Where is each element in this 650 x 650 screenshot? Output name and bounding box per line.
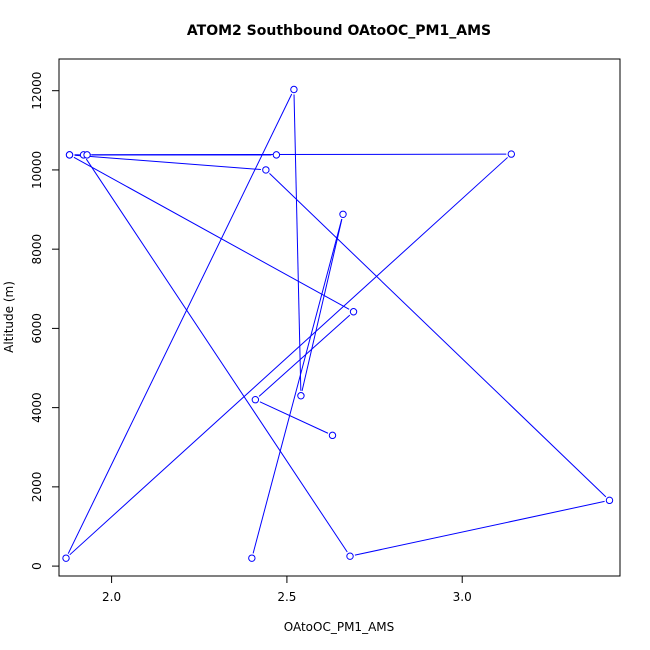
y-axis: 0 2000 4000 6000 8000 10000 12000 bbox=[30, 72, 60, 570]
series-segment bbox=[269, 173, 607, 498]
series-segment bbox=[259, 401, 329, 434]
y-tick-label: 10000 bbox=[30, 151, 44, 189]
series-segment bbox=[293, 94, 302, 391]
data-point bbox=[83, 151, 91, 159]
y-axis-label: Altitude (m) bbox=[2, 281, 16, 353]
data-point bbox=[328, 431, 337, 440]
y-tick-label: 6000 bbox=[30, 313, 44, 344]
data-point bbox=[339, 210, 347, 218]
x-axis-label: OAtoOC_PM1_AMS bbox=[284, 620, 395, 634]
plot-frame bbox=[58, 58, 621, 577]
series-segment bbox=[67, 93, 293, 554]
data-point bbox=[251, 396, 260, 404]
data-point bbox=[62, 554, 70, 562]
x-tick-label: 3.0 bbox=[453, 590, 472, 604]
data-point bbox=[262, 166, 270, 174]
y-tick-label: 8000 bbox=[30, 234, 44, 265]
x-tick-label: 2.0 bbox=[102, 590, 121, 604]
y-tick-label: 2000 bbox=[30, 472, 44, 503]
y-tick-label: 12000 bbox=[30, 72, 44, 110]
x-axis: 2.0 2.5 3.0 bbox=[102, 575, 472, 604]
series-segment bbox=[74, 154, 261, 171]
y-tick-label: 0 bbox=[30, 562, 44, 570]
data-point bbox=[297, 392, 305, 400]
data-point bbox=[65, 151, 74, 159]
series-segment bbox=[301, 219, 343, 391]
series-segment bbox=[354, 500, 605, 556]
data-point bbox=[290, 85, 298, 94]
data-point bbox=[349, 308, 358, 316]
chart-title: ATOM2 Southbound OAtoOC_PM1_AMS bbox=[187, 23, 491, 39]
series-segment bbox=[258, 314, 351, 397]
x-tick-label: 2.5 bbox=[277, 590, 296, 604]
y-tick-label: 4000 bbox=[30, 392, 44, 423]
data-point bbox=[605, 496, 614, 505]
series-segment bbox=[252, 219, 343, 554]
data-point bbox=[248, 554, 256, 562]
series-segment bbox=[73, 156, 350, 310]
series-segment bbox=[85, 158, 348, 553]
data-point bbox=[346, 552, 354, 560]
series-segment bbox=[92, 153, 507, 156]
series-segment bbox=[69, 157, 508, 556]
data-point bbox=[272, 151, 281, 159]
data-point bbox=[507, 150, 516, 158]
plot-points bbox=[62, 85, 614, 562]
plot-lines bbox=[67, 93, 607, 556]
